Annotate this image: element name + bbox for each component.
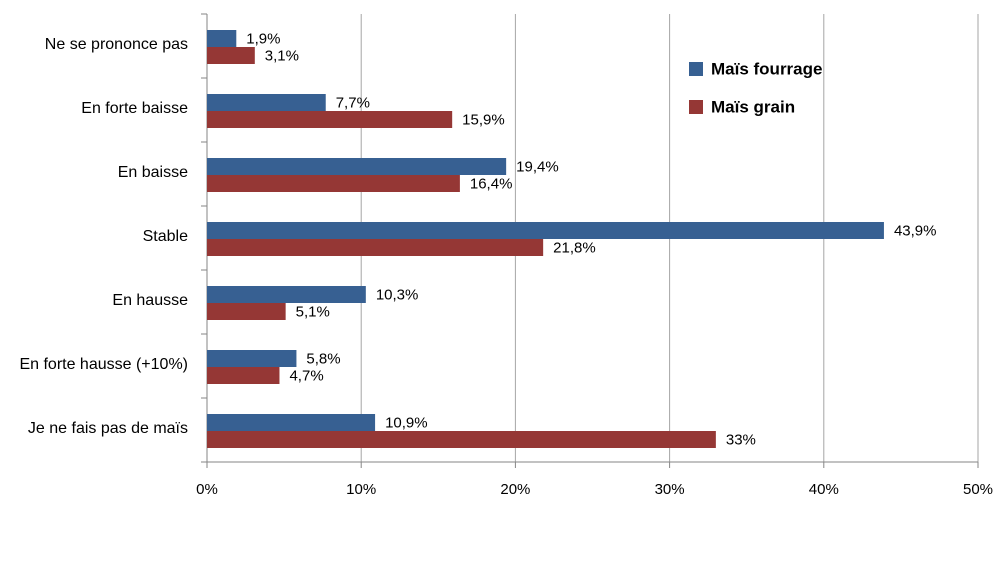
category-label: Je ne fais pas de maïs: [28, 420, 188, 437]
x-tick-label: 10%: [346, 481, 376, 498]
axes: 0% 10% 20% 30% 40% 50% Ne se prononce pas En fo…: [19, 13, 993, 498]
data-label: 5,8%: [306, 350, 340, 367]
bar-mais-fourrage: [207, 350, 297, 367]
x-tick-label: 50%: [963, 481, 993, 498]
bar-mais-fourrage: [207, 414, 376, 431]
bar-mais-grain: [207, 303, 286, 320]
data-label: 19,4%: [516, 158, 559, 175]
bar-mais-grain: [207, 239, 544, 256]
legend-label: Maïs grain: [711, 97, 795, 116]
category-label: Stable: [143, 228, 188, 245]
x-tick-label: 0%: [196, 481, 218, 498]
category-label: En forte hausse (+10%): [19, 356, 188, 373]
category-label: En forte baisse: [81, 100, 188, 117]
legend: Maïs fourrage Maïs grain: [689, 59, 822, 116]
data-label: 16,4%: [470, 175, 513, 192]
data-label: 21,8%: [553, 239, 596, 256]
legend-swatch: [689, 62, 703, 76]
data-label: 15,9%: [462, 111, 505, 128]
bar-mais-grain: [207, 431, 716, 448]
bar-mais-grain: [207, 111, 453, 128]
category-label: Ne se prononce pas: [45, 36, 188, 53]
category-label: En baisse: [118, 164, 188, 181]
legend-label: Maïs fourrage: [711, 59, 822, 78]
x-tick-label: 40%: [809, 481, 839, 498]
data-label: 1,9%: [246, 30, 280, 47]
data-label: 10,9%: [385, 414, 428, 431]
data-label: 43,9%: [894, 222, 937, 239]
data-label: 3,1%: [265, 47, 299, 64]
legend-swatch: [689, 100, 703, 114]
bar-mais-fourrage: [207, 286, 366, 303]
category-label: En hausse: [112, 292, 188, 309]
bar-mais-fourrage: [207, 94, 326, 111]
bar-mais-grain: [207, 175, 460, 192]
data-label: 5,1%: [296, 303, 330, 320]
data-label: 4,7%: [289, 367, 323, 384]
x-tick-label: 20%: [500, 481, 530, 498]
bar-mais-fourrage: [207, 30, 237, 47]
bars: [207, 30, 884, 448]
x-tick-label: 30%: [655, 481, 685, 498]
bar-mais-fourrage: [207, 158, 507, 175]
data-labels: 1,9%3,1% 7,7% 15,9% 19,4%16,4% 43,9% 21,8% 10,…: [246, 30, 936, 448]
bar-mais-grain: [207, 47, 255, 64]
bar-mais-grain: [207, 367, 280, 384]
data-label: 33%: [726, 431, 756, 448]
data-label: 7,7%: [336, 94, 370, 111]
bar-mais-fourrage: [207, 222, 884, 239]
data-label: 10,3%: [376, 286, 419, 303]
